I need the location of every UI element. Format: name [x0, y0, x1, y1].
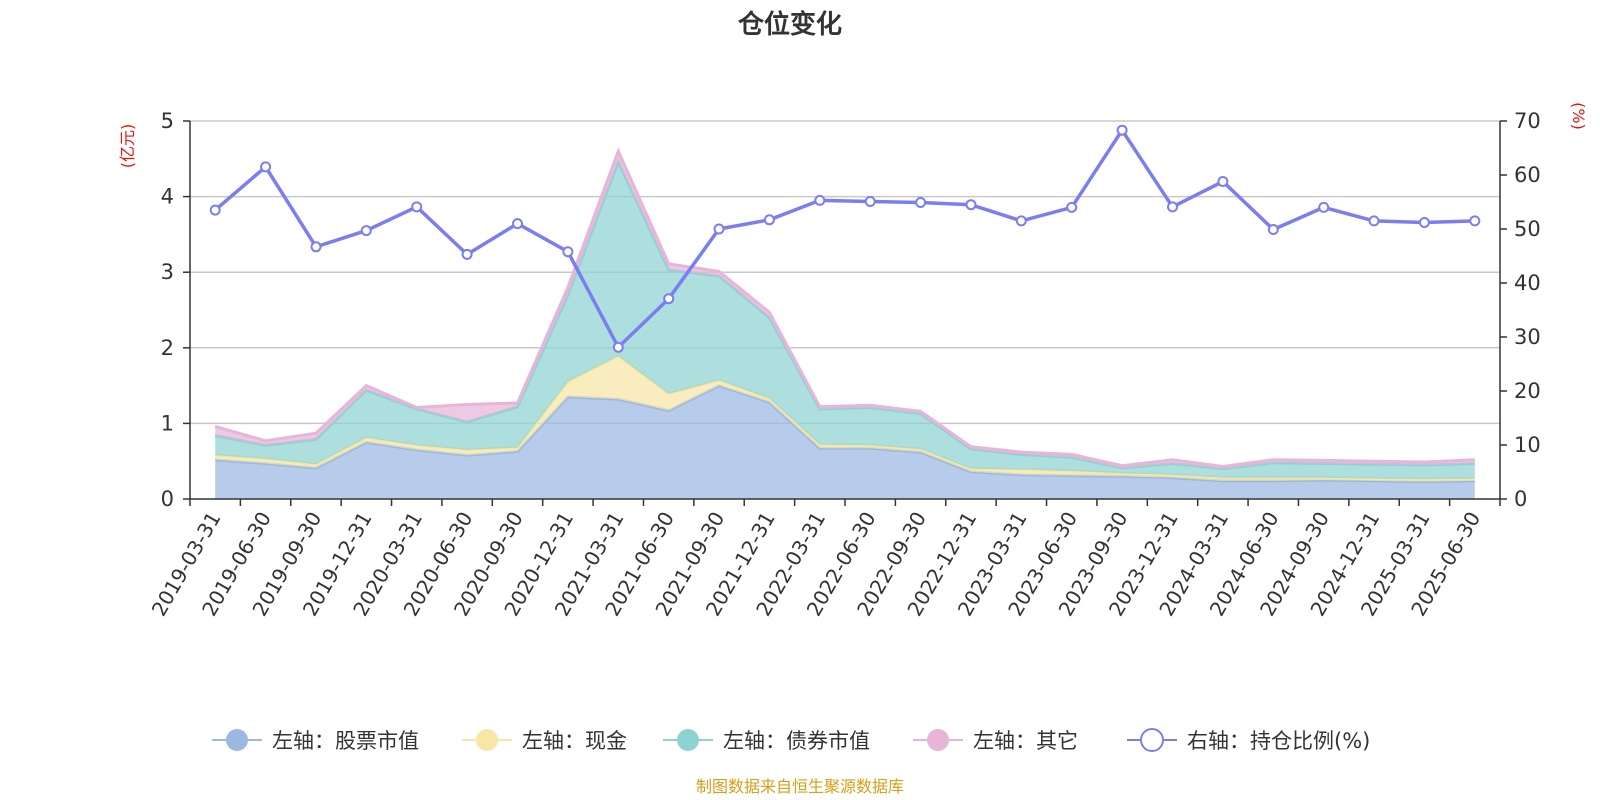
- right-tick-label: 70: [1514, 109, 1541, 133]
- area-series-0: [215, 385, 1475, 499]
- line-point: [1267, 224, 1279, 235]
- ratio-line: [209, 124, 1481, 353]
- line-point: [1116, 124, 1128, 136]
- right-tick-label: 0: [1514, 487, 1527, 511]
- line-point: [915, 197, 927, 208]
- left-tick-label: 2: [161, 336, 174, 360]
- line-point: [360, 225, 372, 237]
- right-tick-label: 50: [1514, 217, 1541, 241]
- legend-marker-icon: [677, 729, 699, 751]
- source-note: 制图数据来自恒生聚源数据库: [696, 777, 904, 796]
- line-point: [763, 214, 775, 226]
- line-point: [1015, 215, 1027, 227]
- right-tick-label: 60: [1514, 163, 1541, 187]
- line-point: [562, 246, 574, 258]
- axes: 0123450102030405060702019-03-312019-06-3…: [147, 109, 1541, 620]
- legend-marker-icon: [1140, 728, 1164, 752]
- legend-label: 右轴：持仓比例(%): [1187, 729, 1370, 753]
- line-point: [1066, 201, 1078, 213]
- left-axis-unit: (亿元): [118, 124, 137, 169]
- left-tick-label: 1: [161, 411, 174, 435]
- line-series-4: [214, 127, 1475, 351]
- left-tick-label: 0: [161, 487, 174, 511]
- right-tick-label: 10: [1514, 433, 1541, 457]
- legend-item-3: 左轴：其它: [913, 729, 1078, 753]
- line-point: [663, 293, 675, 305]
- line-point: [1368, 215, 1380, 227]
- line-point: [612, 341, 624, 353]
- line-point: [461, 248, 473, 260]
- area-series-2: [215, 161, 1475, 480]
- left-tick-label: 4: [161, 185, 174, 209]
- line-point: [1418, 217, 1430, 228]
- line-point: [814, 194, 826, 206]
- line-point: [713, 223, 725, 235]
- line-point: [411, 201, 423, 213]
- line-point: [965, 199, 977, 211]
- legend-item-4: 右轴：持仓比例(%): [1127, 728, 1370, 753]
- line-point: [1469, 215, 1481, 227]
- right-tick-label: 30: [1514, 325, 1541, 349]
- right-axis-unit: (%): [1569, 102, 1588, 130]
- left-tick-label: 3: [161, 260, 174, 284]
- area-edge-series-3: [214, 147, 1475, 469]
- legend-label: 左轴：现金: [522, 729, 627, 753]
- legend-item-1: 左轴：现金: [462, 729, 627, 753]
- legend-label: 左轴：股票市值: [272, 729, 419, 753]
- legend-marker-icon: [927, 729, 949, 751]
- line-point: [1167, 201, 1178, 213]
- legend-item-0: 左轴：股票市值: [212, 729, 419, 753]
- legend: 左轴：股票市值 左轴：现金 左轴：债券市值 左轴：其它 右轴：持仓比例(%): [212, 728, 1370, 753]
- line-point: [310, 241, 322, 253]
- right-tick-label: 20: [1514, 379, 1541, 403]
- left-tick-label: 5: [161, 109, 174, 133]
- legend-marker-icon: [476, 729, 498, 751]
- right-tick-label: 40: [1514, 271, 1541, 295]
- stacked-areas: [214, 147, 1475, 499]
- legend-item-2: 左轴：债券市值: [663, 729, 870, 753]
- line-point: [1318, 201, 1330, 213]
- legend-marker-icon: [226, 729, 248, 751]
- legend-label: 左轴：债券市值: [723, 729, 870, 753]
- line-point: [512, 218, 523, 230]
- chart-title: 仓位变化: [737, 9, 842, 40]
- legend-label: 左轴：其它: [973, 729, 1078, 753]
- line-point: [260, 161, 272, 173]
- line-point: [209, 204, 221, 216]
- line-point: [864, 196, 876, 207]
- line-point: [1217, 176, 1229, 187]
- grid-lines: [190, 120, 1500, 425]
